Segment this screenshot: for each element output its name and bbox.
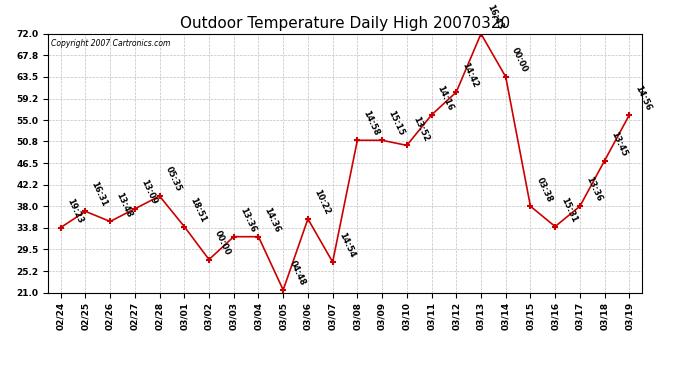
Text: 14:58: 14:58 xyxy=(362,110,381,138)
Text: 16:31: 16:31 xyxy=(90,180,109,209)
Text: 05:35: 05:35 xyxy=(164,165,183,194)
Text: 13:36: 13:36 xyxy=(584,176,604,204)
Text: 14:42: 14:42 xyxy=(460,61,480,89)
Text: 00:00: 00:00 xyxy=(510,46,529,74)
Text: 04:48: 04:48 xyxy=(287,259,307,287)
Text: 13:36: 13:36 xyxy=(238,206,257,234)
Text: 14:54: 14:54 xyxy=(337,231,356,259)
Text: 00:00: 00:00 xyxy=(213,229,233,257)
Text: 18:51: 18:51 xyxy=(188,196,208,224)
Text: 16:43: 16:43 xyxy=(485,3,504,31)
Text: 14:56: 14:56 xyxy=(633,84,653,112)
Text: 15:15: 15:15 xyxy=(386,110,406,138)
Text: Copyright 2007 Cartronics.com: Copyright 2007 Cartronics.com xyxy=(51,39,170,48)
Text: 19:23: 19:23 xyxy=(65,197,84,225)
Text: 14:16: 14:16 xyxy=(435,84,455,112)
Text: 14:36: 14:36 xyxy=(263,206,282,234)
Text: 13:45: 13:45 xyxy=(609,130,628,158)
Text: 03:38: 03:38 xyxy=(535,176,554,204)
Text: 10:22: 10:22 xyxy=(312,188,331,216)
Text: 13:52: 13:52 xyxy=(411,114,431,142)
Title: Outdoor Temperature Daily High 20070320: Outdoor Temperature Daily High 20070320 xyxy=(180,16,510,31)
Text: 13:09: 13:09 xyxy=(139,178,159,206)
Text: 13:48: 13:48 xyxy=(115,191,134,219)
Text: 15:31: 15:31 xyxy=(560,196,579,224)
